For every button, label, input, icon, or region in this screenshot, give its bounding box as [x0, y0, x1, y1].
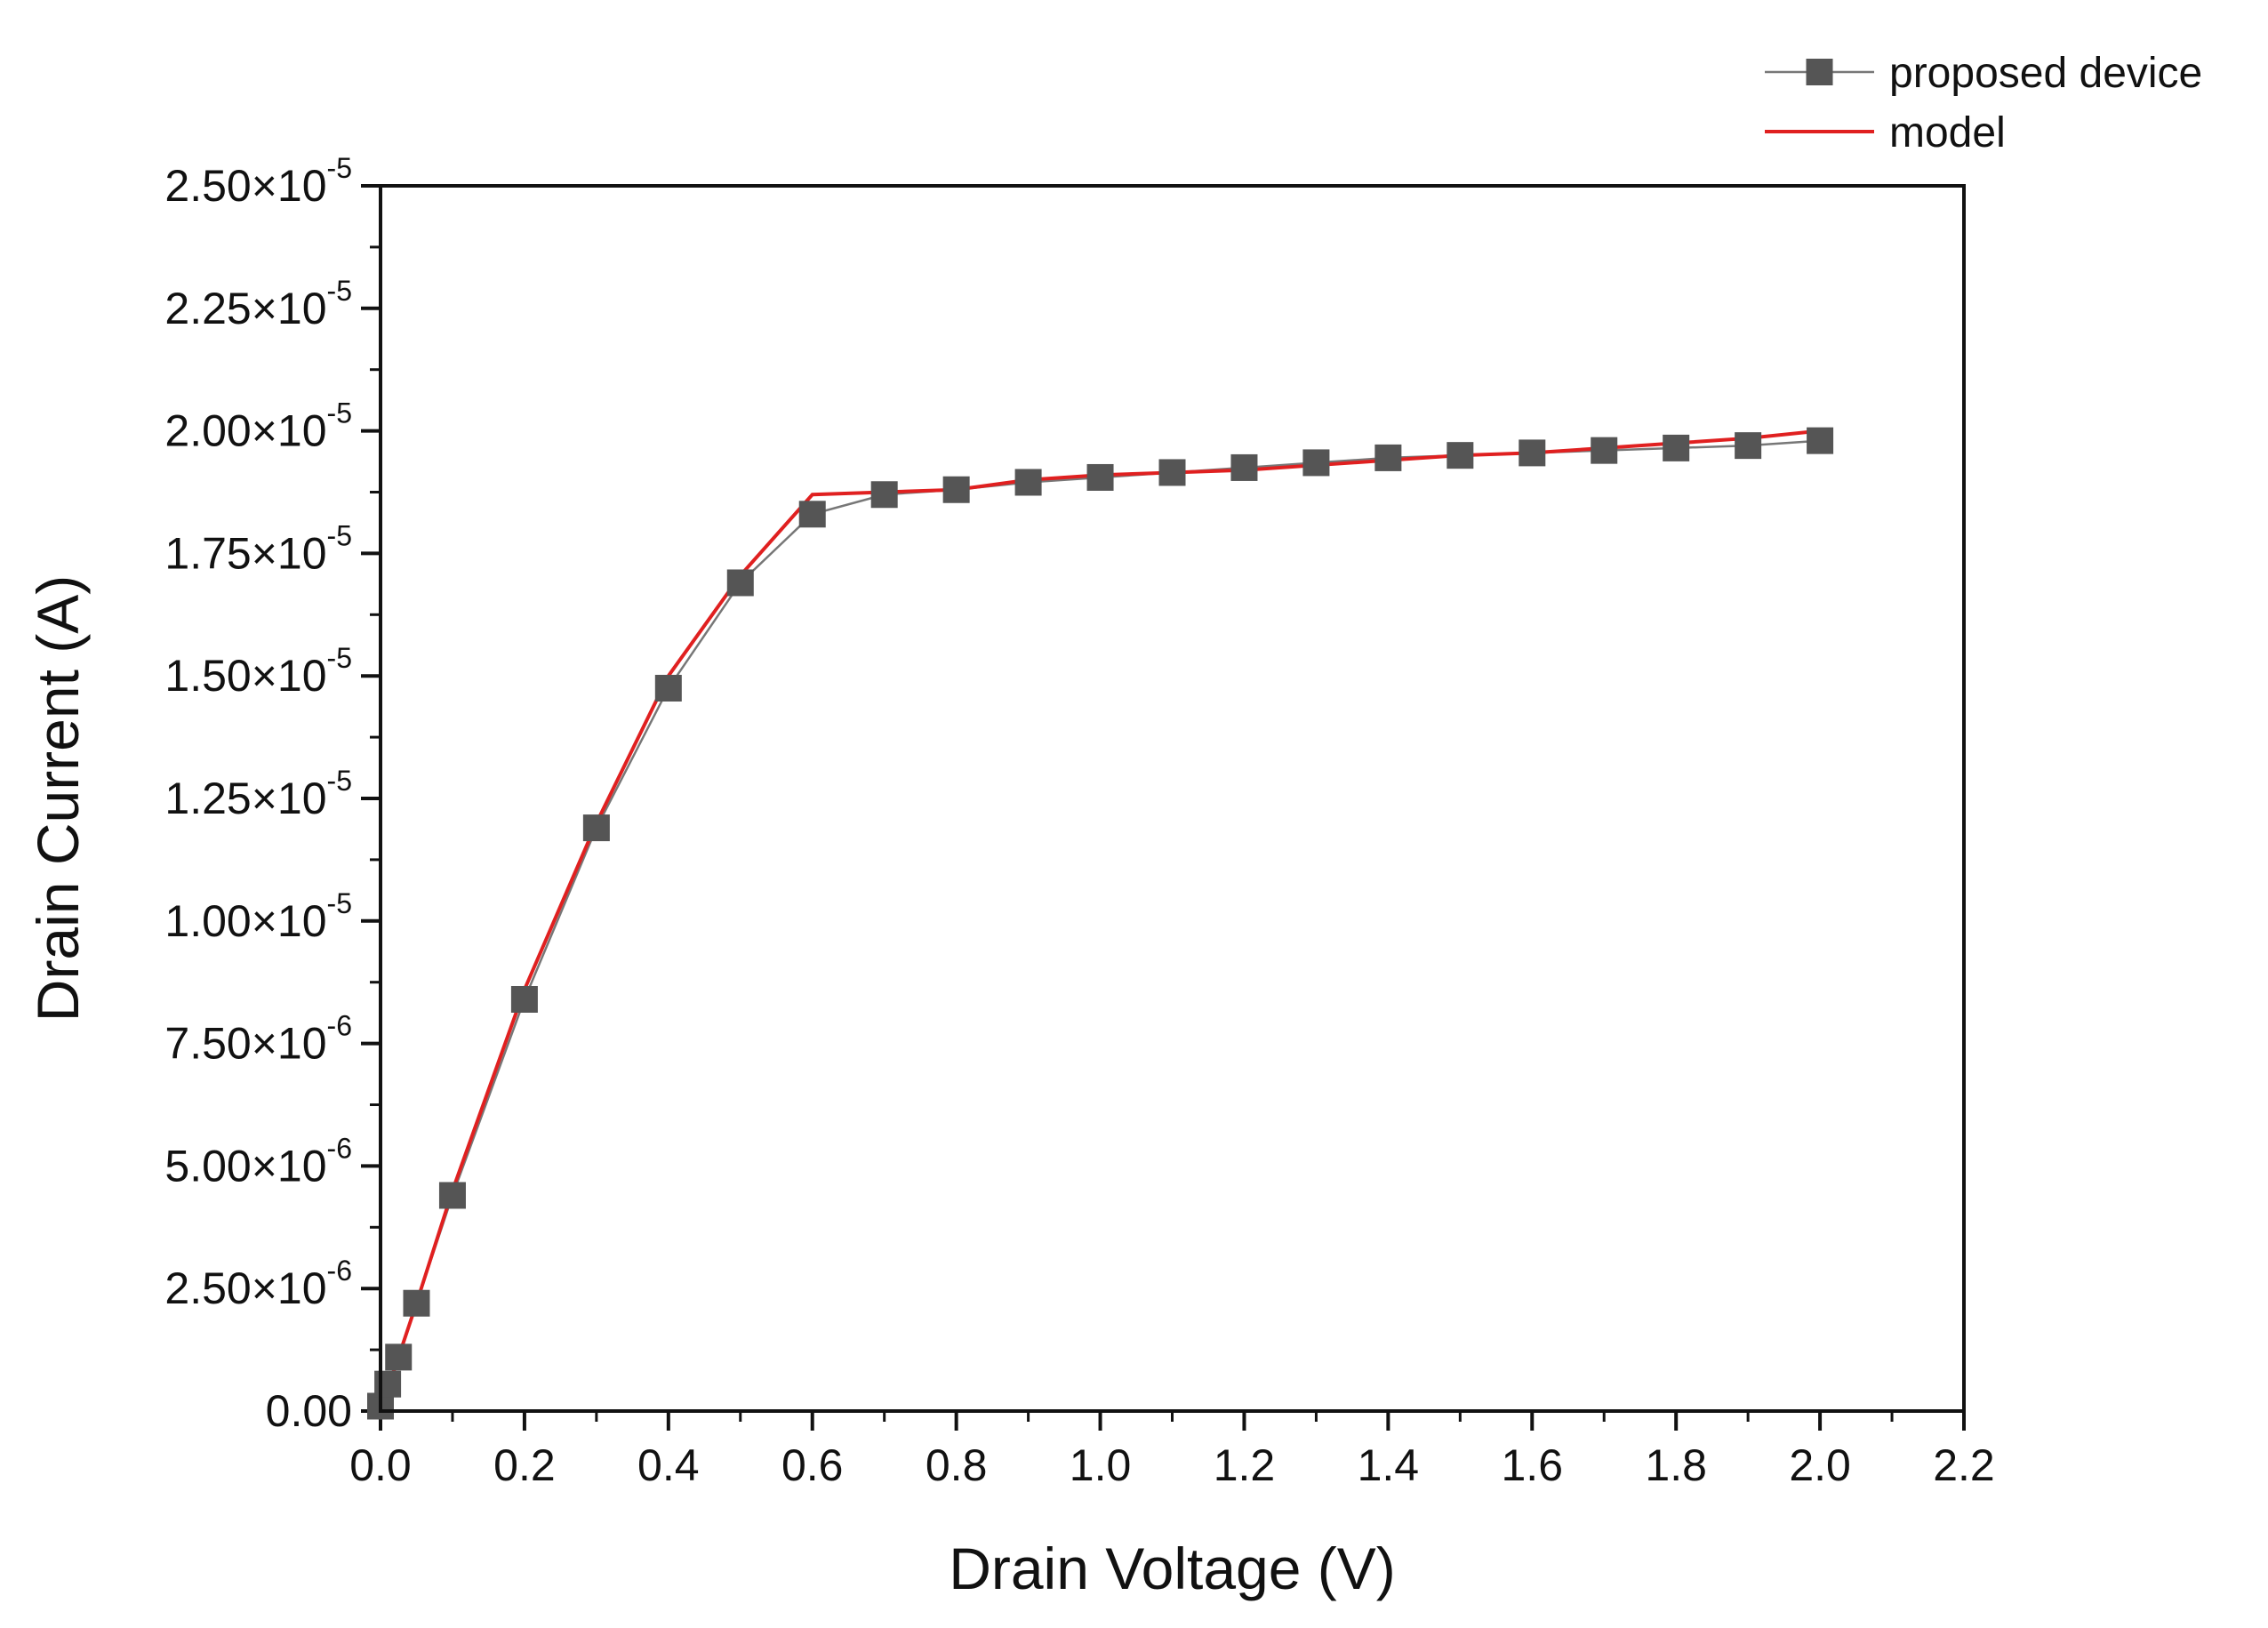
x-tick-label: 2.0	[1789, 1440, 1851, 1490]
y-tick-mantissa: 1.50×10	[164, 651, 326, 701]
x-tick-label: 1.0	[1070, 1440, 1132, 1490]
data-point-proposed-device	[1230, 453, 1258, 481]
y-tick-exponent: -6	[327, 1255, 352, 1287]
data-point-proposed-device	[1014, 469, 1042, 496]
axis-tick-labels: 0.0 0.2 0.4 0.6 0.8 1.0 1.2 1.4 1.6 1.8 2.0 2.2 0.00…	[164, 152, 1994, 1490]
y-tick-mantissa: 7.50×10	[164, 1019, 326, 1069]
plot-frame	[379, 184, 1966, 1413]
y-tick-mantissa: 5.00×10	[164, 1141, 326, 1191]
x-tick-label: 0.6	[781, 1440, 844, 1490]
y-tick-label: 2.50×10-5	[164, 152, 352, 211]
data-point-proposed-device	[1374, 444, 1402, 471]
y-tick-mantissa: 0.00	[266, 1386, 352, 1436]
x-tick-label: 1.8	[1645, 1440, 1707, 1490]
y-tick-label: 2.25×10-5	[164, 275, 352, 333]
data-point-proposed-device	[1519, 439, 1546, 467]
y-tick-mantissa: 2.50×10	[164, 1263, 326, 1313]
y-tick-mantissa: 1.75×10	[164, 528, 326, 578]
x-tick-label: 0.0	[349, 1440, 412, 1490]
x-tick-label: 1.6	[1502, 1440, 1564, 1490]
data-point-proposed-device	[1086, 463, 1114, 491]
y-tick-exponent: -5	[327, 152, 352, 184]
y-tick-mantissa: 2.00×10	[164, 406, 326, 456]
y-tick-label: 2.50×10-6	[164, 1255, 352, 1313]
data-point-proposed-device	[942, 476, 970, 503]
y-tick-label: 5.00×10-6	[164, 1132, 352, 1191]
data-point-proposed-device	[1302, 449, 1330, 477]
x-tick-label: 1.4	[1358, 1440, 1420, 1490]
data-point-proposed-device	[1807, 427, 1834, 454]
data-point-proposed-device	[1447, 442, 1474, 469]
data-point-proposed-device	[1735, 432, 1762, 460]
x-tick-label: 0.4	[637, 1440, 700, 1490]
y-tick-mantissa: 2.50×10	[164, 161, 326, 211]
y-tick-exponent: -6	[327, 1132, 352, 1164]
legend-label-proposed-device: proposed device	[1889, 50, 2202, 97]
data-point-proposed-device	[654, 674, 682, 702]
y-tick-label: 2.00×10-5	[164, 397, 352, 456]
y-tick-mantissa: 1.00×10	[164, 896, 326, 946]
y-tick-label: 7.50×10-6	[164, 1010, 352, 1069]
y-tick-exponent: -5	[327, 397, 352, 429]
data-point-proposed-device	[582, 814, 610, 842]
data-point-proposed-device	[510, 985, 538, 1013]
y-axis-title: Drain Current (A)	[25, 575, 91, 1022]
legend: proposed device model	[1765, 50, 2202, 156]
y-tick-exponent: -5	[327, 519, 352, 551]
data-point-proposed-device	[726, 569, 754, 597]
y-tick-exponent: -5	[327, 642, 352, 674]
y-tick-mantissa: 2.25×10	[164, 284, 326, 333]
data-point-proposed-device	[1591, 437, 1618, 464]
y-tick-label: 1.25×10-5	[164, 765, 352, 823]
y-tick-exponent: -5	[327, 765, 352, 797]
x-tick-label: 2.2	[1933, 1440, 1995, 1490]
y-tick-label: 1.50×10-5	[164, 642, 352, 701]
data-point-proposed-device	[374, 1370, 402, 1398]
data-point-proposed-device	[870, 481, 898, 509]
y-tick-exponent: -6	[327, 1010, 352, 1042]
y-tick-mantissa: 1.25×10	[164, 774, 326, 823]
x-tick-label: 0.2	[493, 1440, 556, 1490]
legend-label-model: model	[1889, 109, 2006, 156]
data-point-proposed-device	[798, 501, 826, 528]
y-tick-exponent: -5	[327, 275, 352, 307]
y-tick-exponent: -5	[327, 887, 352, 919]
x-tick-label: 0.8	[926, 1440, 988, 1490]
y-tick-label: 1.00×10-5	[164, 887, 352, 946]
x-axis-title: Drain Voltage (V)	[949, 1536, 1396, 1601]
data-point-proposed-device	[1663, 434, 1690, 461]
x-tick-label: 1.2	[1214, 1440, 1276, 1490]
data-point-proposed-device	[403, 1289, 430, 1317]
data-point-proposed-device	[1158, 459, 1186, 486]
legend-marker-proposed-device	[1806, 59, 1833, 85]
y-tick-label: 1.75×10-5	[164, 519, 352, 578]
y-tick-label: 0.00	[266, 1386, 352, 1436]
data-point-proposed-device	[438, 1182, 466, 1209]
data-point-proposed-device	[385, 1343, 413, 1371]
series-line-model	[379, 429, 1821, 1412]
